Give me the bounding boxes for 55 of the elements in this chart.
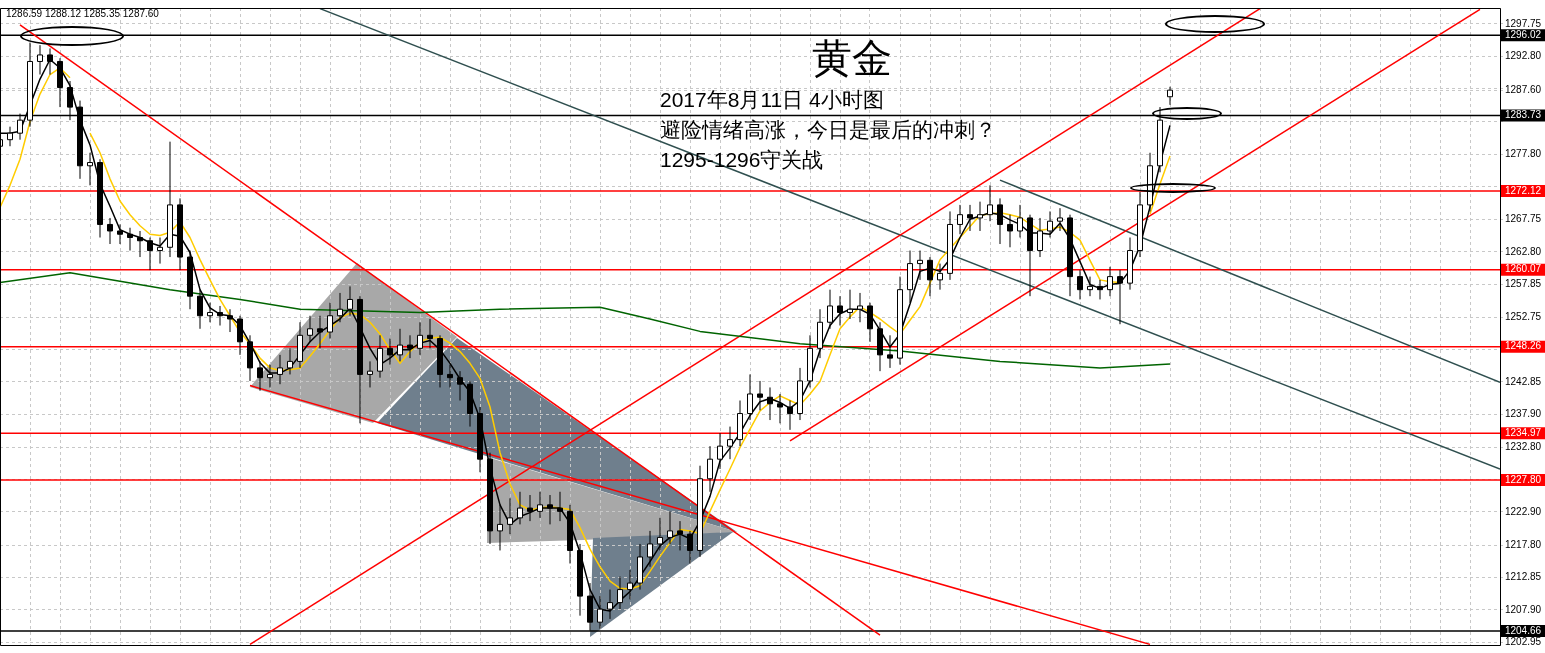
y-tick-label: 1222.90 xyxy=(1505,505,1542,517)
annotation: 避险情绪高涨，今日是最后的冲刺？ xyxy=(660,117,996,141)
candlestick xyxy=(727,426,733,460)
y-tick-label: 1252.75 xyxy=(1505,311,1542,323)
y-tick-label: 1217.80 xyxy=(1505,538,1542,550)
candlestick xyxy=(1057,207,1063,232)
candlestick xyxy=(477,406,483,473)
y-tick-label: 1267.75 xyxy=(1505,213,1542,225)
y-tick-label: 1232.80 xyxy=(1505,441,1542,453)
candlestick xyxy=(697,465,703,558)
y-tick-label: 1262.80 xyxy=(1505,245,1542,257)
candlestick xyxy=(1127,237,1133,291)
ref-line-label: 1248.26 xyxy=(1504,340,1542,352)
candlestick xyxy=(437,334,443,388)
ref-line-label: 1227.80 xyxy=(1504,473,1542,485)
text: 2017年8月11日 4小时图 xyxy=(660,87,884,111)
candlestick xyxy=(827,289,833,330)
candlestick xyxy=(677,520,683,551)
ref-line-label: 1283.73 xyxy=(1504,109,1542,121)
candlestick xyxy=(537,491,543,519)
candlestick xyxy=(457,370,463,401)
y-tick-label: 1207.90 xyxy=(1505,603,1542,615)
annotation: 1286.59 1288.12 1285.35 1287.60 xyxy=(6,7,160,19)
y-tick-label: 1237.90 xyxy=(1505,407,1542,419)
candlestick xyxy=(1117,269,1123,325)
candlestick xyxy=(327,302,333,340)
y-tick-label: 1242.85 xyxy=(1505,375,1542,387)
candlestick xyxy=(277,354,283,385)
y-tick-label: 1292.80 xyxy=(1505,50,1542,61)
y-tick-label: 1212.85 xyxy=(1505,571,1542,583)
y-tick-label: 1287.60 xyxy=(1505,83,1542,95)
y-tick-label: 1257.85 xyxy=(1505,277,1542,289)
candlestick xyxy=(317,315,323,349)
candlestick xyxy=(897,276,903,366)
y-tick-label: 1202.95 xyxy=(1505,635,1542,647)
candlestick xyxy=(307,315,313,343)
candlestick xyxy=(547,494,553,525)
candlestick xyxy=(957,204,963,235)
y-tick-label: 1297.75 xyxy=(1505,17,1542,29)
ref-line-label: 1296.02 xyxy=(1504,29,1542,40)
text: 黄金 xyxy=(812,35,892,82)
ref-line-label: 1260.07 xyxy=(1504,263,1542,275)
candlestick xyxy=(857,292,863,323)
ref-line-label: 1272.12 xyxy=(1504,184,1542,196)
ref-line-label: 1204.66 xyxy=(1504,624,1542,636)
candlestick xyxy=(997,197,1003,245)
candlestick xyxy=(887,334,893,369)
y-tick-label: 1277.80 xyxy=(1505,147,1542,159)
ref-line-label: 1234.97 xyxy=(1504,427,1542,439)
candlestick xyxy=(167,141,173,258)
candlestick xyxy=(177,197,183,271)
candlestick xyxy=(837,295,843,327)
candlestick xyxy=(97,158,103,238)
candlestick xyxy=(507,497,513,535)
candlestick xyxy=(667,510,673,545)
